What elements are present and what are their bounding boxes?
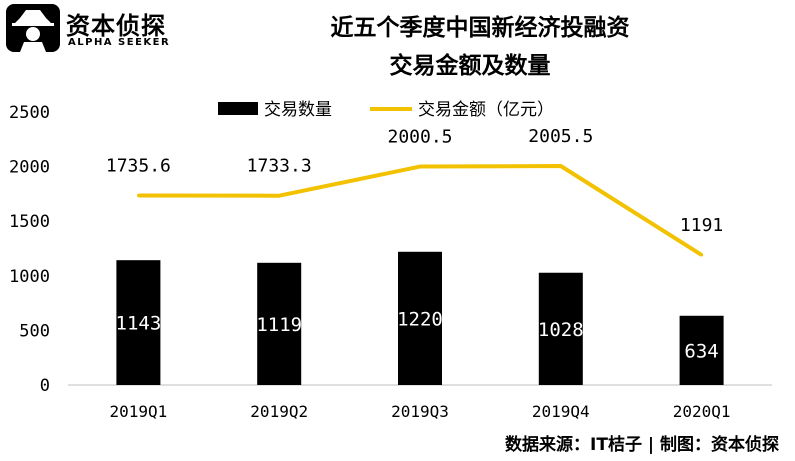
bar xyxy=(257,262,302,385)
brand-name: 资本侦探 xyxy=(66,12,166,40)
line-point xyxy=(277,194,281,198)
bar-value-label: 1119 xyxy=(256,314,302,336)
chart-title-line-2: 交易金额及数量 xyxy=(389,53,551,79)
y-tick-label: 1500 xyxy=(9,212,50,232)
bar xyxy=(398,251,442,385)
legend-label-bars: 交易数量 xyxy=(264,100,332,120)
legend-label-line: 交易金额（亿元） xyxy=(418,100,554,120)
x-tick-label: 2019Q1 xyxy=(110,402,168,421)
y-tick-label: 2000 xyxy=(9,158,50,178)
line-point xyxy=(136,193,140,197)
y-tick-label: 500 xyxy=(19,321,50,341)
bar xyxy=(679,315,724,385)
bar xyxy=(538,272,583,385)
brand-logo: 资本侦探 ALPHA SEEKER xyxy=(6,4,196,54)
bar xyxy=(116,260,161,385)
x-tick-label: 2019Q4 xyxy=(532,402,590,421)
chart-title-line-1: 近五个季度中国新经济投融资 xyxy=(330,15,630,41)
bar-value-label: 1220 xyxy=(397,308,443,330)
legend-swatch-bars xyxy=(218,102,258,115)
x-tick-label: 2019Q2 xyxy=(250,402,308,421)
y-tick-label: 1000 xyxy=(9,267,50,287)
line-point xyxy=(700,253,704,257)
line-point xyxy=(418,165,422,169)
x-tick-label: 2019Q3 xyxy=(391,402,449,421)
brand-subtitle: ALPHA SEEKER xyxy=(68,37,171,48)
y-tick-label: 2500 xyxy=(9,103,50,123)
source-footer: 数据来源：IT桔子 | 制图：资本侦探 xyxy=(505,435,779,455)
line-value-label: 1733.3 xyxy=(247,156,312,177)
line-value-label: 1191 xyxy=(680,215,723,236)
amount-line xyxy=(138,163,703,257)
y-tick-label: 0 xyxy=(40,376,50,396)
bar-value-label: 1028 xyxy=(538,319,584,341)
line-value-label: 1735.6 xyxy=(106,155,171,176)
bar-value-label: 634 xyxy=(684,340,718,362)
line-point xyxy=(559,164,563,168)
line-value-label: 2005.5 xyxy=(528,126,593,147)
x-tick-label: 2020Q1 xyxy=(673,402,731,421)
bar-value-label: 1143 xyxy=(116,313,162,335)
detective-icon xyxy=(6,4,60,52)
line-value-label: 2000.5 xyxy=(387,127,452,148)
